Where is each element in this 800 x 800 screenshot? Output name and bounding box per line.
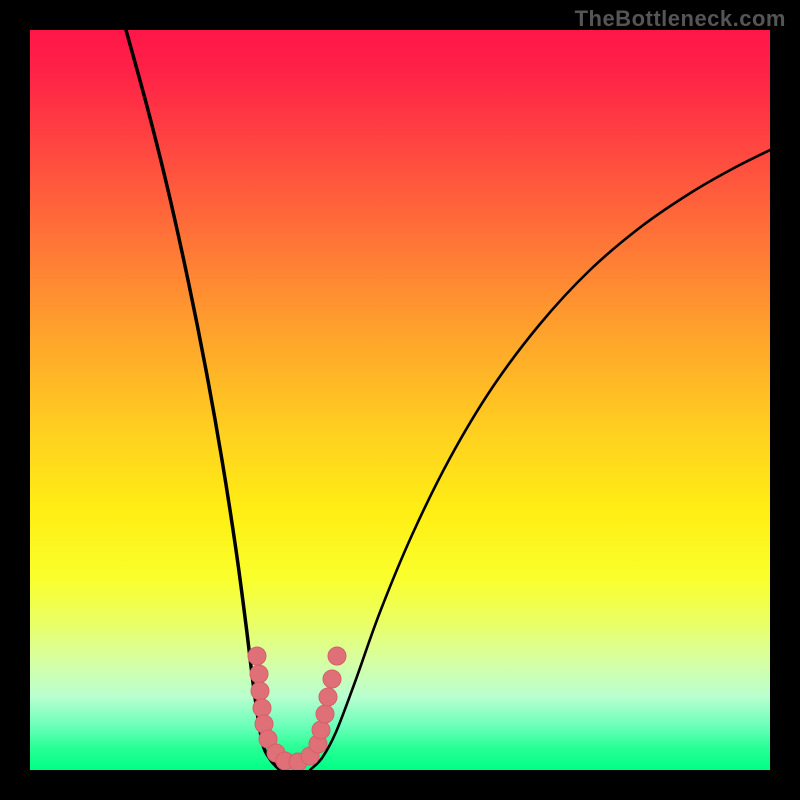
marker-dot — [328, 647, 346, 665]
curve-bottom-markers — [248, 647, 346, 770]
marker-dot — [253, 699, 271, 717]
watermark-text: TheBottleneck.com — [575, 6, 786, 32]
marker-dot — [316, 705, 334, 723]
marker-dot — [248, 647, 266, 665]
marker-dot — [319, 688, 337, 706]
chart-plot-area — [30, 30, 770, 770]
curve-right-branch — [310, 150, 770, 770]
marker-dot — [312, 721, 330, 739]
marker-dot — [250, 665, 268, 683]
marker-dot — [251, 682, 269, 700]
chart-svg-layer — [30, 30, 770, 770]
marker-dot — [323, 670, 341, 688]
